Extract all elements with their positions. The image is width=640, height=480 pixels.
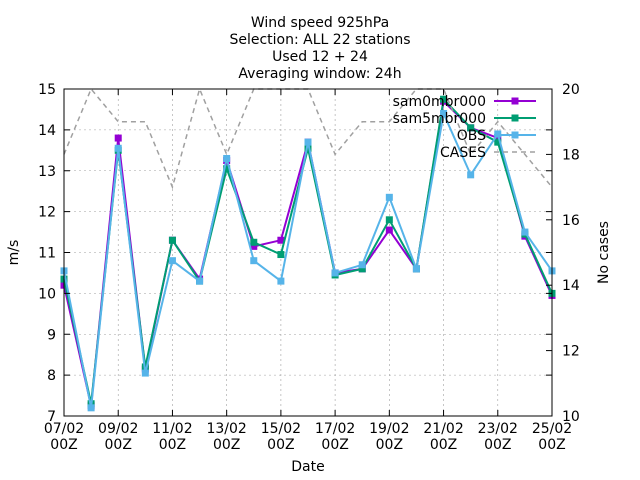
legend-marker (511, 114, 519, 122)
x-tick-label-date: 15/02 (261, 421, 301, 437)
data-point (494, 138, 502, 146)
data-point (467, 171, 475, 179)
x-tick-label-time: 00Z (105, 437, 132, 453)
x-axis: 07/0200Z09/0200Z11/0200Z13/0200Z15/0200Z… (44, 89, 572, 453)
data-point (521, 228, 529, 236)
data-point (467, 124, 475, 132)
y2-tick-label: 18 (562, 147, 580, 163)
legend-label: CASES (440, 145, 486, 161)
x-tick-label-date: 09/02 (98, 421, 138, 437)
data-point (277, 251, 285, 259)
legend-label: sam0mbr000 (393, 94, 486, 110)
y-tick-label: 14 (38, 123, 56, 139)
legend-marker (511, 131, 519, 139)
data-point (223, 154, 231, 162)
data-point (168, 257, 176, 265)
data-point (114, 144, 122, 152)
y-tick-label: 8 (47, 368, 56, 384)
y-tick-label: 11 (38, 246, 56, 262)
x-tick-label-date: 23/02 (478, 421, 518, 437)
y2-tick-label: 12 (562, 344, 580, 360)
title-line: Selection: ALL 22 stations (229, 32, 410, 48)
data-point (250, 257, 258, 265)
data-point (494, 130, 502, 138)
data-point (385, 226, 393, 234)
y2-tick-label: 14 (562, 278, 580, 294)
y-axis-label: m/s (6, 240, 22, 266)
y-tick-label: 10 (38, 286, 56, 302)
data-point (331, 269, 339, 277)
y2-axis: 10 12 14 16 18 20 (546, 82, 580, 425)
data-point (385, 193, 393, 201)
data-point (385, 216, 393, 224)
x-tick-label-time: 00Z (267, 437, 294, 453)
x-tick-label-date: 19/02 (369, 421, 409, 437)
data-point (440, 110, 448, 118)
x-tick-label-time: 00Z (376, 437, 403, 453)
data-point (440, 95, 448, 103)
x-tick-label-time: 00Z (321, 437, 348, 453)
y2-tick-label: 16 (562, 213, 580, 229)
data-point (250, 238, 258, 246)
y-tick-label: 15 (38, 82, 56, 98)
data-point (304, 138, 312, 146)
data-point (87, 404, 95, 412)
x-tick-label-date: 07/02 (44, 421, 84, 437)
data-point (141, 369, 149, 377)
y2-tick-label: 20 (562, 82, 580, 98)
x-tick-label-date: 21/02 (423, 421, 463, 437)
title-line: Used 12 + 24 (272, 49, 368, 65)
data-point (277, 277, 285, 285)
legend-label: OBS (457, 128, 486, 144)
data-point (277, 236, 285, 244)
y2-axis-label: No cases (596, 221, 612, 284)
title-line: Averaging window: 24h (238, 66, 401, 82)
y-tick-label: 7 (47, 409, 56, 425)
legend-marker (511, 97, 519, 105)
data-point (168, 236, 176, 244)
data-point (223, 165, 231, 173)
y2-tick-label: 10 (562, 409, 580, 425)
x-tick-label-date: 17/02 (315, 421, 355, 437)
x-axis-label: Date (291, 459, 324, 475)
x-tick-label-date: 11/02 (152, 421, 192, 437)
data-point (114, 134, 122, 142)
x-tick-label-time: 00Z (213, 437, 240, 453)
title-line: Wind speed 925hPa (251, 15, 389, 31)
data-point (412, 265, 420, 273)
x-tick-label-time: 00Z (538, 437, 565, 453)
x-tick-label-time: 00Z (430, 437, 457, 453)
y-tick-label: 12 (38, 205, 56, 221)
x-tick-label-time: 00Z (50, 437, 77, 453)
data-point (250, 242, 258, 250)
y-tick-label: 13 (38, 164, 56, 180)
data-point (358, 265, 366, 273)
data-point (358, 261, 366, 269)
x-tick-label-date: 25/02 (532, 421, 572, 437)
series-obs (60, 110, 556, 412)
x-tick-label-time: 00Z (484, 437, 511, 453)
data-point (304, 144, 312, 152)
x-tick-label-date: 13/02 (206, 421, 246, 437)
x-tick-label-time: 00Z (159, 437, 186, 453)
data-point (196, 277, 204, 285)
legend-label: sam5mbr000 (393, 111, 486, 127)
y-tick-label: 9 (47, 327, 56, 343)
data-point (494, 134, 502, 142)
y-axis: 7 8 9 10 11 12 13 14 15 (38, 82, 552, 425)
